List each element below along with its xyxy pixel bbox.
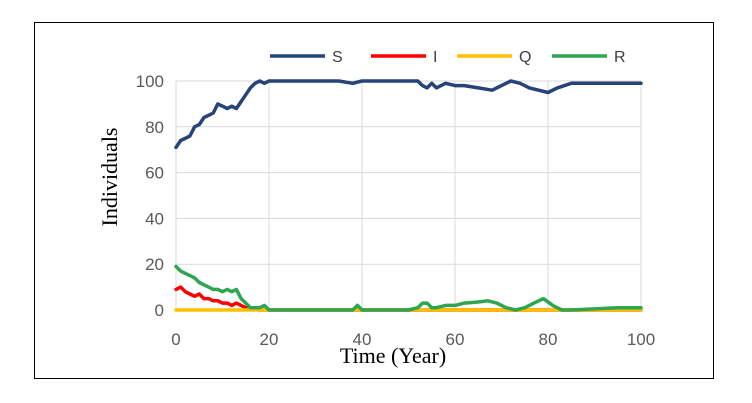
y-tick-label: 40 xyxy=(145,209,164,228)
y-axis-label: Individuals xyxy=(97,128,122,227)
legend-label-R: R xyxy=(614,49,626,66)
y-tick-label: 0 xyxy=(155,301,164,320)
legend-label-S: S xyxy=(332,49,343,66)
x-tick-label: 40 xyxy=(353,330,372,349)
y-tick-label: 20 xyxy=(145,255,164,274)
y-tick-label: 100 xyxy=(136,72,164,91)
x-tick-labels: 0 20 40 60 80 100 xyxy=(171,330,655,349)
grid xyxy=(175,80,642,311)
x-tick-label: 60 xyxy=(446,330,465,349)
x-tick-label: 20 xyxy=(260,330,279,349)
series-line-S xyxy=(174,79,643,150)
x-axis-label: Time (Year) xyxy=(340,343,446,368)
y-tick-labels: 0 20 40 60 80 100 xyxy=(136,72,164,320)
legend-label-Q: Q xyxy=(519,49,531,66)
series-line-I xyxy=(174,285,643,312)
legend-label-I: I xyxy=(433,49,437,66)
x-tick-label: 0 xyxy=(171,330,180,349)
y-tick-label: 60 xyxy=(145,164,164,183)
series-layer xyxy=(174,79,643,312)
x-tick-label: 80 xyxy=(539,330,558,349)
series-line-R xyxy=(174,264,643,312)
x-tick-label: 100 xyxy=(627,330,655,349)
y-tick-label: 80 xyxy=(145,118,164,137)
